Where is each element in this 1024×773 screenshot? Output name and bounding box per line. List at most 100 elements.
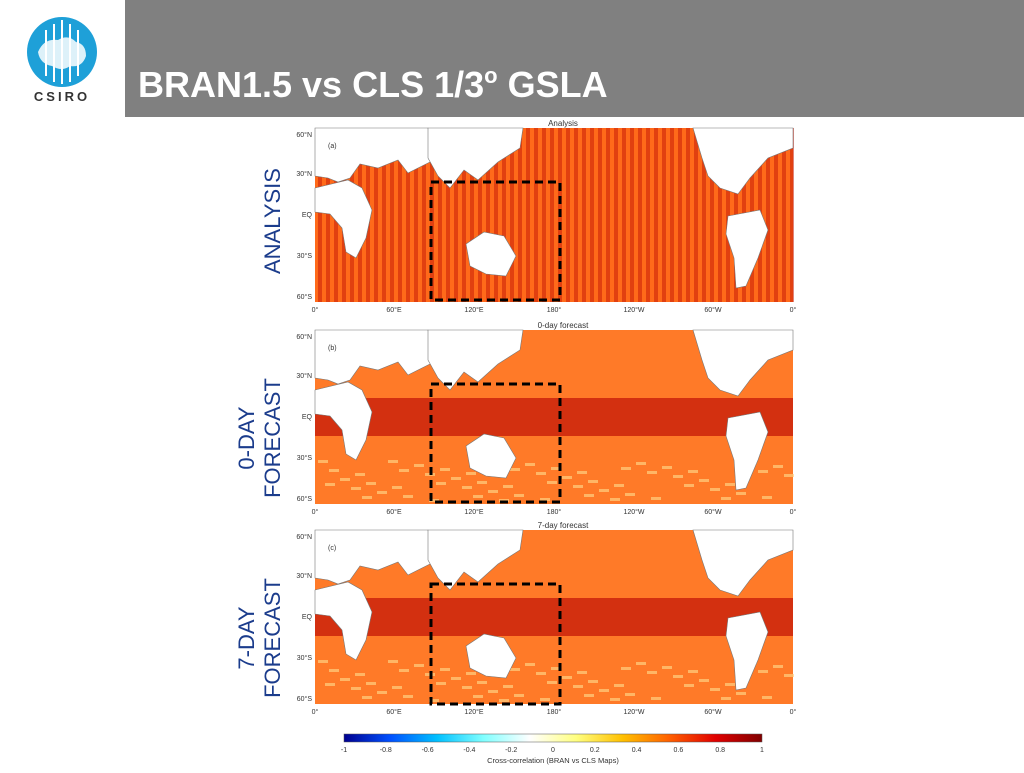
- texture-speckle: [325, 683, 335, 686]
- map-panel-0day: 0-day forecast (b) 60°N 30°N EQ 30°S 60°…: [288, 320, 800, 520]
- lat-tick: 60°N: [296, 533, 312, 541]
- texture-speckle: [547, 481, 557, 484]
- lon-tick: 0°: [312, 306, 319, 314]
- texture-speckle: [721, 697, 731, 700]
- texture-speckle: [388, 460, 398, 463]
- texture-speckle: [440, 668, 450, 671]
- colorbar-tick: 0.8: [715, 747, 725, 754]
- texture-speckle: [466, 672, 476, 675]
- texture-speckle: [662, 466, 672, 469]
- texture-speckle: [699, 679, 709, 682]
- lat-tick: 30°S: [297, 454, 313, 462]
- texture-speckle: [562, 476, 572, 479]
- texture-speckle: [362, 496, 372, 499]
- texture-speckle: [429, 499, 439, 502]
- texture-speckle: [477, 481, 487, 484]
- lat-ticks: 60°N 30°N EQ 30°S 60°S: [296, 131, 312, 301]
- texture-speckle: [318, 460, 328, 463]
- colorbar-tick: 0: [551, 747, 555, 754]
- texture-stripe: [654, 128, 658, 302]
- texture-speckle: [588, 680, 598, 683]
- texture-stripe: [382, 128, 386, 302]
- texture-speckle: [399, 669, 409, 672]
- texture-stripe: [646, 128, 650, 302]
- texture-speckle: [562, 676, 572, 679]
- colorbar-tick: 1: [760, 747, 764, 754]
- landmasses: [314, 127, 794, 289]
- lat-tick: 60°S: [297, 695, 313, 703]
- texture-speckle: [388, 660, 398, 663]
- map-panel-analysis: Analysis (a) 60°N 30°N EQ 30°S 60°S 0° 6…: [288, 118, 800, 318]
- texture-speckle: [710, 488, 720, 491]
- texture-speckle: [462, 486, 472, 489]
- texture-speckle: [577, 671, 587, 674]
- texture-stripe: [606, 128, 610, 302]
- lon-tick: 120°W: [623, 508, 644, 516]
- texture-speckle: [536, 472, 546, 475]
- texture-stripe: [678, 128, 682, 302]
- colorbar: -1 -0.8 -0.6 -0.4 -0.2 0 0.2 0.4 0.6 0.8 1 Cross-c…: [336, 732, 768, 768]
- texture-stripe: [726, 128, 730, 302]
- equatorial-band: [315, 398, 793, 436]
- texture-speckle: [399, 469, 409, 472]
- texture-speckle: [684, 684, 694, 687]
- texture-stripe: [542, 128, 546, 302]
- colorbar-tick: 0.4: [632, 747, 642, 754]
- texture-speckle: [473, 495, 483, 498]
- texture-speckle: [366, 482, 376, 485]
- texture-speckle: [725, 683, 735, 686]
- texture-speckle: [514, 494, 524, 497]
- texture-speckle: [362, 696, 372, 699]
- texture-speckle: [525, 663, 535, 666]
- texture-stripe: [694, 128, 698, 302]
- map-panel-7day: 7-day forecast (c) 60°N 30°N EQ 30°S 60°…: [288, 520, 800, 720]
- texture-stripe: [590, 128, 594, 302]
- texture-speckle: [610, 498, 620, 501]
- texture-stripe: [702, 128, 706, 302]
- texture-speckle: [688, 470, 698, 473]
- landmasses: [314, 329, 794, 491]
- texture-speckle: [329, 469, 339, 472]
- texture-speckle: [721, 497, 731, 500]
- highlight-box: [429, 382, 562, 504]
- texture-speckle: [647, 671, 657, 674]
- texture-speckle: [762, 696, 772, 699]
- texture-stripe: [374, 128, 378, 302]
- colorbar-ticks: -1 -0.8 -0.6 -0.4 -0.2 0 0.2 0.4 0.6 0.8 1: [341, 747, 764, 754]
- texture-stripe: [318, 128, 322, 302]
- texture-speckle: [510, 468, 520, 471]
- lat-ticks: 60°N 30°N EQ 30°S 60°S: [296, 333, 312, 503]
- texture-speckle: [514, 694, 524, 697]
- lat-tick: EQ: [302, 414, 313, 421]
- texture-stripe: [782, 128, 786, 302]
- texture-speckle: [758, 470, 768, 473]
- texture-stripe: [438, 128, 442, 302]
- texture-speckle: [488, 490, 498, 493]
- lon-tick: 180°: [547, 508, 562, 516]
- texture-speckle: [473, 695, 483, 698]
- texture-speckle: [773, 665, 783, 668]
- texture-stripe: [710, 128, 714, 302]
- texture-stripe: [470, 128, 474, 302]
- csiro-logo-icon: [27, 17, 97, 87]
- lon-tick: 60°W: [704, 508, 722, 516]
- lon-ticks: 0° 60°E 120°E 180° 120°W 60°W 0°: [312, 708, 797, 716]
- lon-tick: 60°E: [386, 708, 402, 716]
- texture-speckle: [577, 471, 587, 474]
- highlight-box: [429, 180, 562, 302]
- texture-speckle: [636, 662, 646, 665]
- texture-speckle: [440, 468, 450, 471]
- texture-speckle: [340, 678, 350, 681]
- texture-stripe: [478, 128, 482, 302]
- texture-speckle: [625, 493, 635, 496]
- texture-speckle: [688, 670, 698, 673]
- texture-speckle: [510, 668, 520, 671]
- texture-stripe: [406, 128, 410, 302]
- texture-speckle: [436, 682, 446, 685]
- lat-ticks: 60°N 30°N EQ 30°S 60°S: [296, 533, 312, 703]
- texture-speckle: [610, 698, 620, 701]
- texture-stripe: [662, 128, 666, 302]
- colorbar-tick: 0.6: [674, 747, 684, 754]
- texture-speckle: [784, 674, 794, 677]
- lat-tick: 60°S: [297, 495, 313, 503]
